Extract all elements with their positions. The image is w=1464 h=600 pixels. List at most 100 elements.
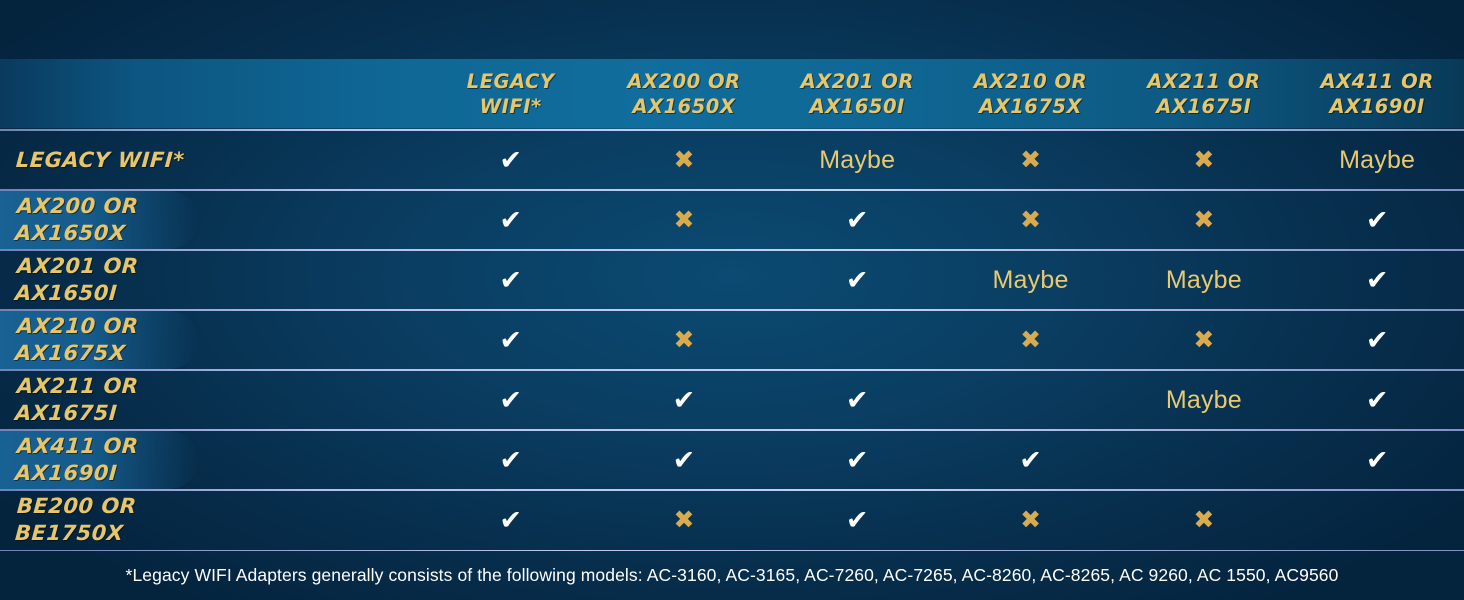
cell-ax200-ax1650x-vs-ax210-ax1675x: ✔: [771, 207, 944, 234]
table-row-ax210-ax1675x: AX210 OR AX1675X ✔ ✖ ✖ ✖ ✔: [0, 309, 1464, 370]
cell-be200-be1750x-vs-be200-be1750x: [1290, 511, 1463, 529]
column-header-ax411-ax1690i: AX411 OR AX1690I: [1290, 70, 1463, 120]
table-header-row: LEGACY WIFI* AX200 OR AX1650X AX201 OR A…: [0, 59, 1464, 130]
compat-mark-no: ✖: [1020, 205, 1042, 234]
column-header-ax200-ax1650x: AX200 OR AX1650X: [597, 70, 770, 120]
cell-ax210-ax1675x-vs-ax210-ax1675x: [771, 331, 944, 349]
cell-legacy-wifi-vs-ax201-ax1650i: ✖: [597, 147, 770, 173]
column-header-label: AX210 OR AX1675X: [973, 69, 1088, 118]
compat-mark-maybe: Maybe: [1165, 265, 1242, 294]
compat-mark-yes: ✔: [499, 324, 522, 356]
cell-ax411-ax1690i-vs-ax211-ax1675i: ✔: [944, 447, 1117, 474]
cell-ax211-ax1675i-vs-ax211-ax1675i: [944, 391, 1117, 409]
row-header-label: AX411 OR AX1690I: [14, 434, 140, 485]
row-header-ax200-ax1650x: AX200 OR AX1650X: [0, 193, 424, 247]
row-header-label: BE200 OR BE1750X: [14, 494, 138, 545]
compat-mark-yes: ✔: [845, 504, 869, 536]
row-header-ax201-ax1650i: AX201 OR AX1650I: [0, 253, 424, 307]
column-header-label: AX211 OR AX1675I: [1147, 69, 1261, 118]
cell-ax211-ax1675i-vs-ax200-ax1650x: ✔: [424, 387, 597, 414]
compat-mark-yes: ✔: [499, 384, 522, 416]
cell-be200-be1750x-vs-ax200-ax1650x: ✔: [424, 507, 597, 534]
row-header-label: AX210 OR AX1675X: [14, 314, 140, 365]
cell-ax210-ax1675x-vs-be200-be1750x: ✔: [1290, 327, 1463, 354]
cell-ax201-ax1650i-vs-ax210-ax1675x: ✔: [771, 267, 944, 294]
cell-ax210-ax1675x-vs-ax411-ax1690i: ✖: [1117, 327, 1290, 353]
row-header-label: AX201 OR AX1650I: [14, 254, 140, 305]
column-header-ax201-ax1650i: AX201 OR AX1650I: [771, 70, 944, 120]
row-highlight-pill: [0, 191, 198, 249]
cell-legacy-wifi-vs-ax210-ax1675x: Maybe: [771, 145, 944, 174]
compat-mark-yes: ✔: [499, 504, 522, 536]
compat-mark-yes: ✔: [1019, 444, 1042, 476]
cell-ax201-ax1650i-vs-ax201-ax1650i: [597, 271, 770, 289]
compat-mark-yes: ✔: [1365, 204, 1389, 236]
compat-mark-maybe: Maybe: [1339, 145, 1416, 174]
compat-mark-yes: ✔: [499, 144, 522, 176]
column-header-label: AX200 OR AX1650X: [627, 69, 741, 118]
cell-ax211-ax1675i-vs-ax201-ax1650i: ✔: [597, 387, 770, 414]
compat-mark-yes: ✔: [845, 204, 869, 236]
compat-mark-no: ✖: [673, 505, 695, 534]
compat-mark-no: ✖: [1020, 325, 1042, 354]
cell-ax411-ax1690i-vs-ax210-ax1675x: ✔: [771, 447, 944, 474]
compat-mark-no: ✖: [1020, 505, 1042, 534]
row-header-label: LEGACY WIFI*: [15, 147, 186, 172]
cell-be200-be1750x-vs-ax201-ax1650i: ✖: [597, 507, 770, 533]
column-header-ax211-ax1675i: AX211 OR AX1675I: [1117, 70, 1290, 120]
compat-mark-no: ✖: [673, 325, 695, 354]
cell-ax411-ax1690i-vs-be200-be1750x: ✔: [1290, 447, 1463, 474]
cell-ax210-ax1675x-vs-ax200-ax1650x: ✔: [424, 327, 597, 354]
compat-mark-yes: ✔: [672, 444, 696, 476]
row-header-ax211-ax1675i: AX211 OR AX1675I: [0, 373, 424, 427]
compat-mark-no: ✖: [1193, 325, 1215, 354]
footnote: *Legacy WIFI Adapters generally consists…: [0, 551, 1464, 600]
row-header-label: AX200 OR AX1650X: [14, 194, 140, 245]
column-header-label: AX411 OR AX1690I: [1320, 69, 1434, 118]
compat-mark-yes: ✔: [845, 384, 869, 416]
compat-mark-yes: ✔: [499, 264, 522, 296]
table-bottom-rule: [0, 549, 1464, 551]
column-header-ax210-ax1675x: AX210 OR AX1675X: [944, 70, 1117, 120]
cell-ax210-ax1675x-vs-ax201-ax1650i: ✖: [597, 327, 770, 353]
cell-be200-be1750x-vs-ax210-ax1675x: ✔: [771, 507, 944, 534]
compat-mark-yes: ✔: [845, 444, 869, 476]
cell-ax200-ax1650x-vs-ax201-ax1650i: ✖: [597, 207, 770, 233]
cell-ax210-ax1675x-vs-ax211-ax1675i: ✖: [944, 327, 1117, 353]
compat-mark-yes: ✔: [672, 384, 696, 416]
table-row-ax200-ax1650x: AX200 OR AX1650X ✔ ✖ ✔ ✖ ✖ ✔: [0, 189, 1464, 250]
compat-mark-no: ✖: [1193, 505, 1215, 534]
compat-mark-yes: ✔: [1365, 384, 1389, 416]
compat-mark-yes: ✔: [1365, 444, 1389, 476]
cell-be200-be1750x-vs-ax411-ax1690i: ✖: [1117, 507, 1290, 533]
compat-mark-no: ✖: [1193, 145, 1215, 174]
cell-ax411-ax1690i-vs-ax411-ax1690i: [1117, 451, 1290, 469]
cell-ax411-ax1690i-vs-ax201-ax1650i: ✔: [597, 447, 770, 474]
cell-ax200-ax1650x-vs-ax411-ax1690i: ✖: [1117, 207, 1290, 233]
compat-mark-no: ✖: [673, 145, 695, 174]
row-highlight-pill: [0, 431, 198, 489]
compat-mark-yes: ✔: [499, 444, 522, 476]
cell-ax411-ax1690i-vs-ax200-ax1650x: ✔: [424, 447, 597, 474]
row-header-ax210-ax1675x: AX210 OR AX1675X: [0, 313, 424, 367]
cell-legacy-wifi-vs-be200-be1750x: Maybe: [1290, 145, 1463, 174]
compat-mark-maybe: Maybe: [992, 265, 1069, 294]
table-row-legacy-wifi: LEGACY WIFI* ✔ ✖ Maybe ✖ ✖ Maybe: [0, 129, 1464, 190]
cell-ax211-ax1675i-vs-ax411-ax1690i: Maybe: [1117, 387, 1290, 413]
row-highlight-pill: [0, 311, 198, 369]
cell-ax211-ax1675i-vs-ax210-ax1675x: ✔: [771, 387, 944, 414]
cell-ax201-ax1650i-vs-be200-be1750x: ✔: [1290, 267, 1463, 294]
table-row-be200-be1750x: BE200 OR BE1750X ✔ ✖ ✔ ✖ ✖: [0, 489, 1464, 551]
table-row-ax411-ax1690i: AX411 OR AX1690I ✔ ✔ ✔ ✔ ✔: [0, 429, 1464, 490]
row-header-ax411-ax1690i: AX411 OR AX1690I: [0, 433, 424, 487]
cell-legacy-wifi-vs-ax200-ax1650x: ✔: [424, 147, 597, 174]
row-header-legacy-wifi: LEGACY WIFI*: [0, 147, 424, 174]
cell-ax200-ax1650x-vs-ax211-ax1675i: ✖: [944, 207, 1117, 233]
compat-mark-maybe: Maybe: [819, 145, 896, 174]
compat-mark-no: ✖: [1020, 145, 1042, 174]
cell-ax200-ax1650x-vs-ax200-ax1650x: ✔: [424, 207, 597, 234]
compat-mark-yes: ✔: [1365, 324, 1389, 356]
column-header-label: LEGACY WIFI*: [466, 69, 555, 118]
compat-mark-no: ✖: [1193, 205, 1215, 234]
